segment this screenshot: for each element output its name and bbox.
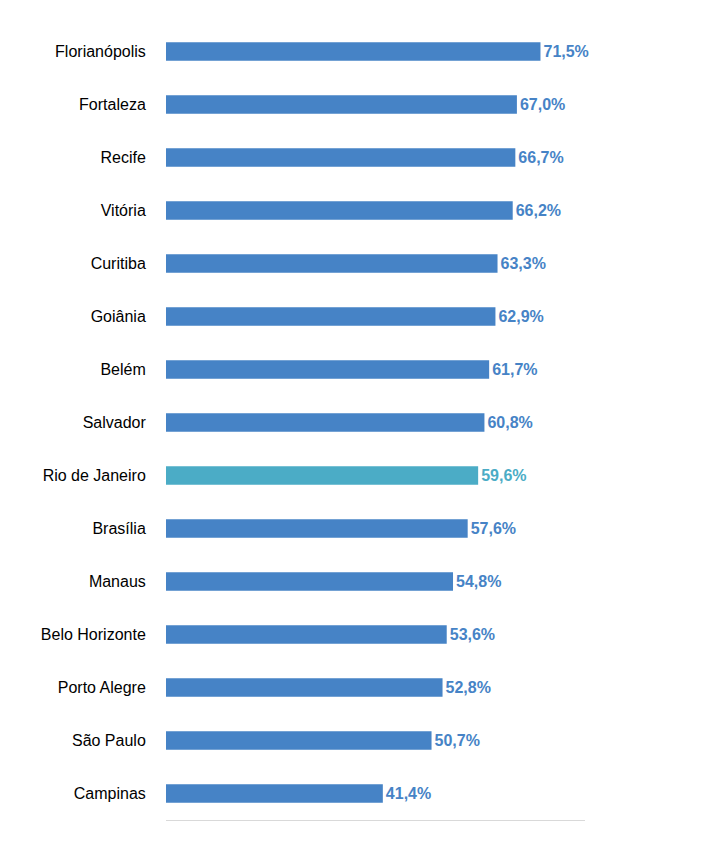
svg-text:Florianópolis: Florianópolis (55, 43, 146, 60)
svg-text:71,5%: 71,5% (543, 43, 588, 60)
svg-text:66,7%: 66,7% (518, 149, 563, 166)
svg-text:Rio de Janeiro: Rio de Janeiro (43, 467, 146, 484)
svg-text:54,8%: 54,8% (456, 573, 501, 590)
svg-text:Salvador: Salvador (83, 414, 147, 431)
svg-text:50,7%: 50,7% (435, 732, 480, 749)
svg-text:63,3%: 63,3% (501, 255, 546, 272)
svg-text:52,8%: 52,8% (446, 679, 491, 696)
svg-text:61,7%: 61,7% (492, 361, 537, 378)
svg-text:Belo Horizonte: Belo Horizonte (41, 626, 146, 643)
svg-text:57,6%: 57,6% (471, 520, 516, 537)
svg-text:41,4%: 41,4% (386, 785, 431, 802)
svg-text:Porto Alegre: Porto Alegre (58, 679, 146, 696)
svg-text:Vitória: Vitória (101, 202, 146, 219)
svg-text:67,0%: 67,0% (520, 96, 565, 113)
svg-text:Manaus: Manaus (89, 573, 146, 590)
svg-text:Belém: Belém (100, 361, 145, 378)
svg-text:53,6%: 53,6% (450, 626, 495, 643)
svg-text:Recife: Recife (100, 149, 145, 166)
svg-text:Brasília: Brasília (92, 520, 145, 537)
svg-text:60,8%: 60,8% (487, 414, 532, 431)
svg-text:Fortaleza: Fortaleza (79, 96, 146, 113)
svg-text:62,9%: 62,9% (498, 308, 543, 325)
svg-text:Curitiba: Curitiba (91, 255, 146, 272)
svg-text:66,2%: 66,2% (516, 202, 561, 219)
svg-text:São Paulo: São Paulo (72, 732, 146, 749)
svg-text:Campinas: Campinas (74, 785, 146, 802)
svg-text:Goiânia: Goiânia (91, 308, 146, 325)
svg-text:59,6%: 59,6% (481, 467, 526, 484)
